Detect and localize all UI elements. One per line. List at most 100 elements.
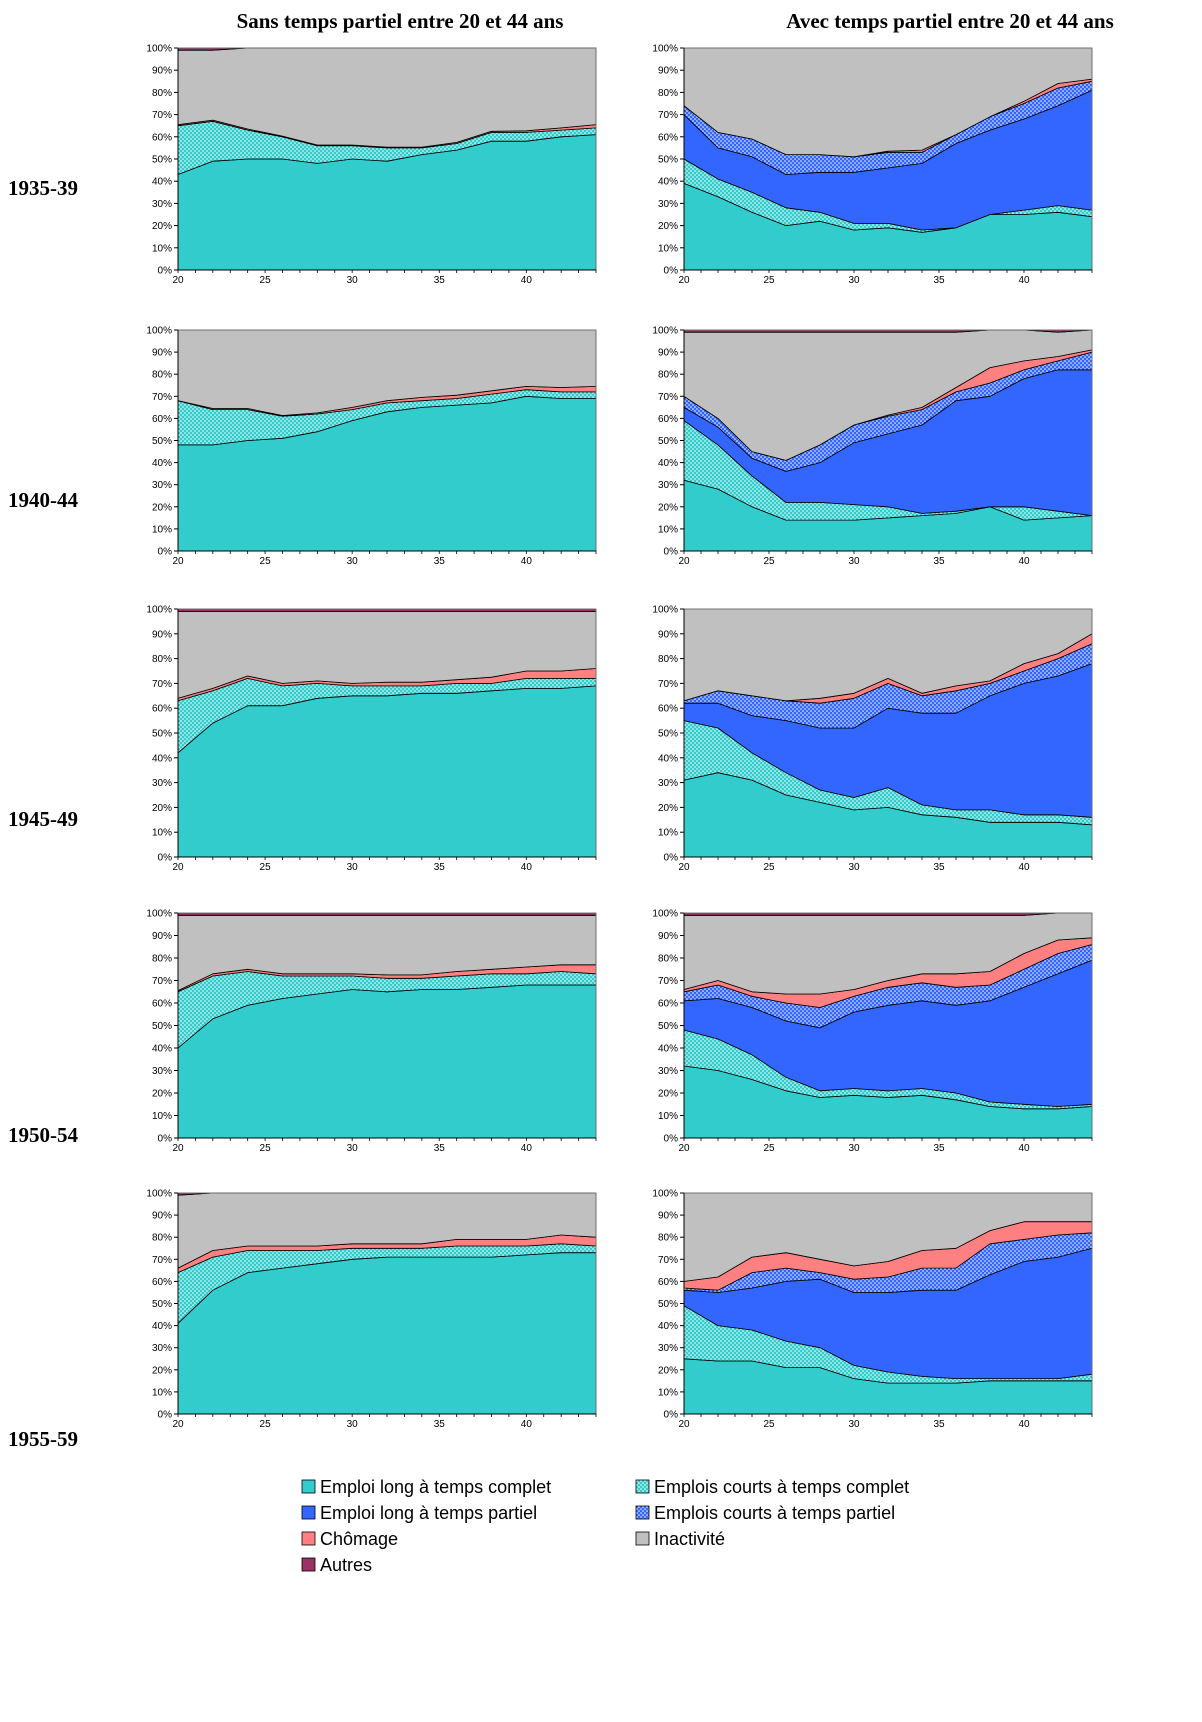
legend-label: Inactivité: [654, 1529, 725, 1549]
x-tick-label: 30: [347, 275, 359, 286]
y-tick-label: 20%: [658, 1089, 678, 1100]
y-tick-label: 10%: [152, 1387, 172, 1398]
y-tick-label: 60%: [658, 132, 678, 143]
x-tick-label: 25: [260, 1419, 272, 1430]
y-tick-label: 90%: [658, 1211, 678, 1222]
legend-swatch: [301, 1531, 316, 1546]
y-tick-label: 80%: [658, 370, 678, 381]
x-tick-label: 40: [1018, 1419, 1030, 1430]
y-tick-label: 0%: [158, 266, 173, 277]
y-tick-label: 70%: [152, 679, 172, 690]
x-tick-label: 35: [933, 1143, 945, 1154]
y-tick-label: 70%: [152, 392, 172, 403]
x-tick-label: 25: [763, 862, 775, 873]
legend-label: Emplois courts à temps complet: [654, 1477, 909, 1497]
y-tick-label: 70%: [152, 1255, 172, 1266]
y-tick-label: 20%: [152, 803, 172, 814]
x-tick-label: 30: [848, 275, 860, 286]
y-tick-label: 10%: [658, 1111, 678, 1122]
row-label-1945-49: 1945-49: [8, 807, 78, 831]
y-tick-label: 100%: [146, 1189, 172, 1200]
y-tick-label: 100%: [652, 605, 678, 616]
y-tick-label: 90%: [152, 629, 172, 640]
legend-label: Emploi long à temps partiel: [320, 1503, 537, 1523]
x-tick-label: 30: [848, 1143, 860, 1154]
y-tick-label: 20%: [152, 1365, 172, 1376]
legend-label: Autres: [320, 1555, 372, 1575]
y-tick-label: 100%: [146, 326, 172, 337]
x-tick-label: 35: [933, 556, 945, 567]
x-tick-label: 40: [1018, 1143, 1030, 1154]
y-tick-label: 70%: [152, 110, 172, 121]
x-tick-label: 20: [678, 275, 690, 286]
area-emploi-long-a-temps-complet: [177, 1252, 597, 1415]
chart-1950-54-sans: 0% 10% 20% 30% 40% 50% 60% 70% 80% 90% 100% 20 25 30 3…: [146, 909, 597, 1154]
y-tick-label: 10%: [658, 828, 678, 839]
y-tick-label: 80%: [152, 954, 172, 965]
y-tick-label: 60%: [152, 1277, 172, 1288]
y-tick-label: 90%: [658, 66, 678, 77]
y-tick-label: 70%: [658, 679, 678, 690]
y-tick-label: 100%: [652, 44, 678, 55]
y-tick-label: 10%: [152, 828, 172, 839]
x-tick-label: 40: [521, 1143, 533, 1154]
y-tick-label: 40%: [152, 177, 172, 188]
legend-item-emplois-courts-a-temps-complet: Emplois courts à temps complet: [635, 1477, 909, 1497]
y-tick-label: 60%: [152, 999, 172, 1010]
y-tick-label: 90%: [152, 931, 172, 942]
x-tick-label: 20: [678, 1143, 690, 1154]
x-tick-label: 35: [434, 556, 446, 567]
y-tick-label: 100%: [652, 1189, 678, 1200]
y-tick-label: 20%: [658, 1365, 678, 1376]
x-tick-label: 30: [347, 1419, 359, 1430]
legend-item-chomage: Chômage: [301, 1529, 398, 1549]
x-tick-label: 20: [172, 1419, 184, 1430]
y-tick-label: 20%: [152, 502, 172, 513]
y-tick-label: 70%: [658, 1255, 678, 1266]
y-tick-label: 60%: [152, 132, 172, 143]
legend-item-emploi-long-a-temps-partiel: Emploi long à temps partiel: [301, 1503, 537, 1523]
y-tick-label: 40%: [658, 1321, 678, 1332]
legend-swatch: [301, 1505, 316, 1520]
chart-1935-39-sans: 0% 10% 20% 30% 40% 50% 60% 70% 80% 90% 100% 20 25 30 3…: [146, 44, 597, 286]
legend-swatch: [635, 1531, 650, 1546]
x-tick-label: 40: [521, 1419, 533, 1430]
x-tick-label: 40: [1018, 556, 1030, 567]
y-tick-label: 40%: [152, 753, 172, 764]
y-tick-label: 50%: [152, 729, 172, 740]
y-tick-label: 50%: [658, 1299, 678, 1310]
y-tick-label: 20%: [658, 502, 678, 513]
y-tick-label: 20%: [152, 1089, 172, 1100]
y-tick-label: 50%: [152, 1021, 172, 1032]
x-tick-label: 25: [260, 862, 272, 873]
y-tick-label: 40%: [152, 1321, 172, 1332]
charts-grid: 0% 10% 20% 30% 40% 50% 60% 70% 80% 90% 100% 20 25 30 3…: [146, 44, 1093, 1430]
y-tick-label: 30%: [658, 1066, 678, 1077]
chart-1955-59-sans: 0% 10% 20% 30% 40% 50% 60% 70% 80% 90% 100% 20 25 30 3…: [146, 1189, 597, 1430]
x-tick-label: 40: [1018, 275, 1030, 286]
y-tick-label: 10%: [152, 243, 172, 254]
x-tick-label: 20: [678, 862, 690, 873]
y-tick-label: 70%: [152, 976, 172, 987]
y-tick-label: 10%: [658, 1387, 678, 1398]
y-tick-label: 50%: [152, 155, 172, 166]
y-tick-label: 10%: [152, 1111, 172, 1122]
y-tick-label: 100%: [146, 44, 172, 55]
x-tick-label: 25: [260, 275, 272, 286]
x-tick-label: 40: [521, 275, 533, 286]
x-tick-label: 20: [172, 275, 184, 286]
y-tick-label: 60%: [658, 1277, 678, 1288]
x-tick-label: 30: [347, 862, 359, 873]
y-tick-label: 40%: [152, 1044, 172, 1055]
y-tick-label: 90%: [658, 931, 678, 942]
x-tick-label: 35: [933, 275, 945, 286]
y-tick-label: 90%: [152, 66, 172, 77]
y-tick-label: 20%: [152, 221, 172, 232]
legend-item-inactivite: Inactivité: [635, 1529, 725, 1549]
y-tick-label: 30%: [152, 778, 172, 789]
column-title-right: Avec temps partiel entre 20 et 44 ans: [786, 9, 1114, 33]
y-tick-label: 100%: [146, 909, 172, 920]
x-tick-label: 35: [434, 1419, 446, 1430]
x-tick-label: 35: [434, 275, 446, 286]
